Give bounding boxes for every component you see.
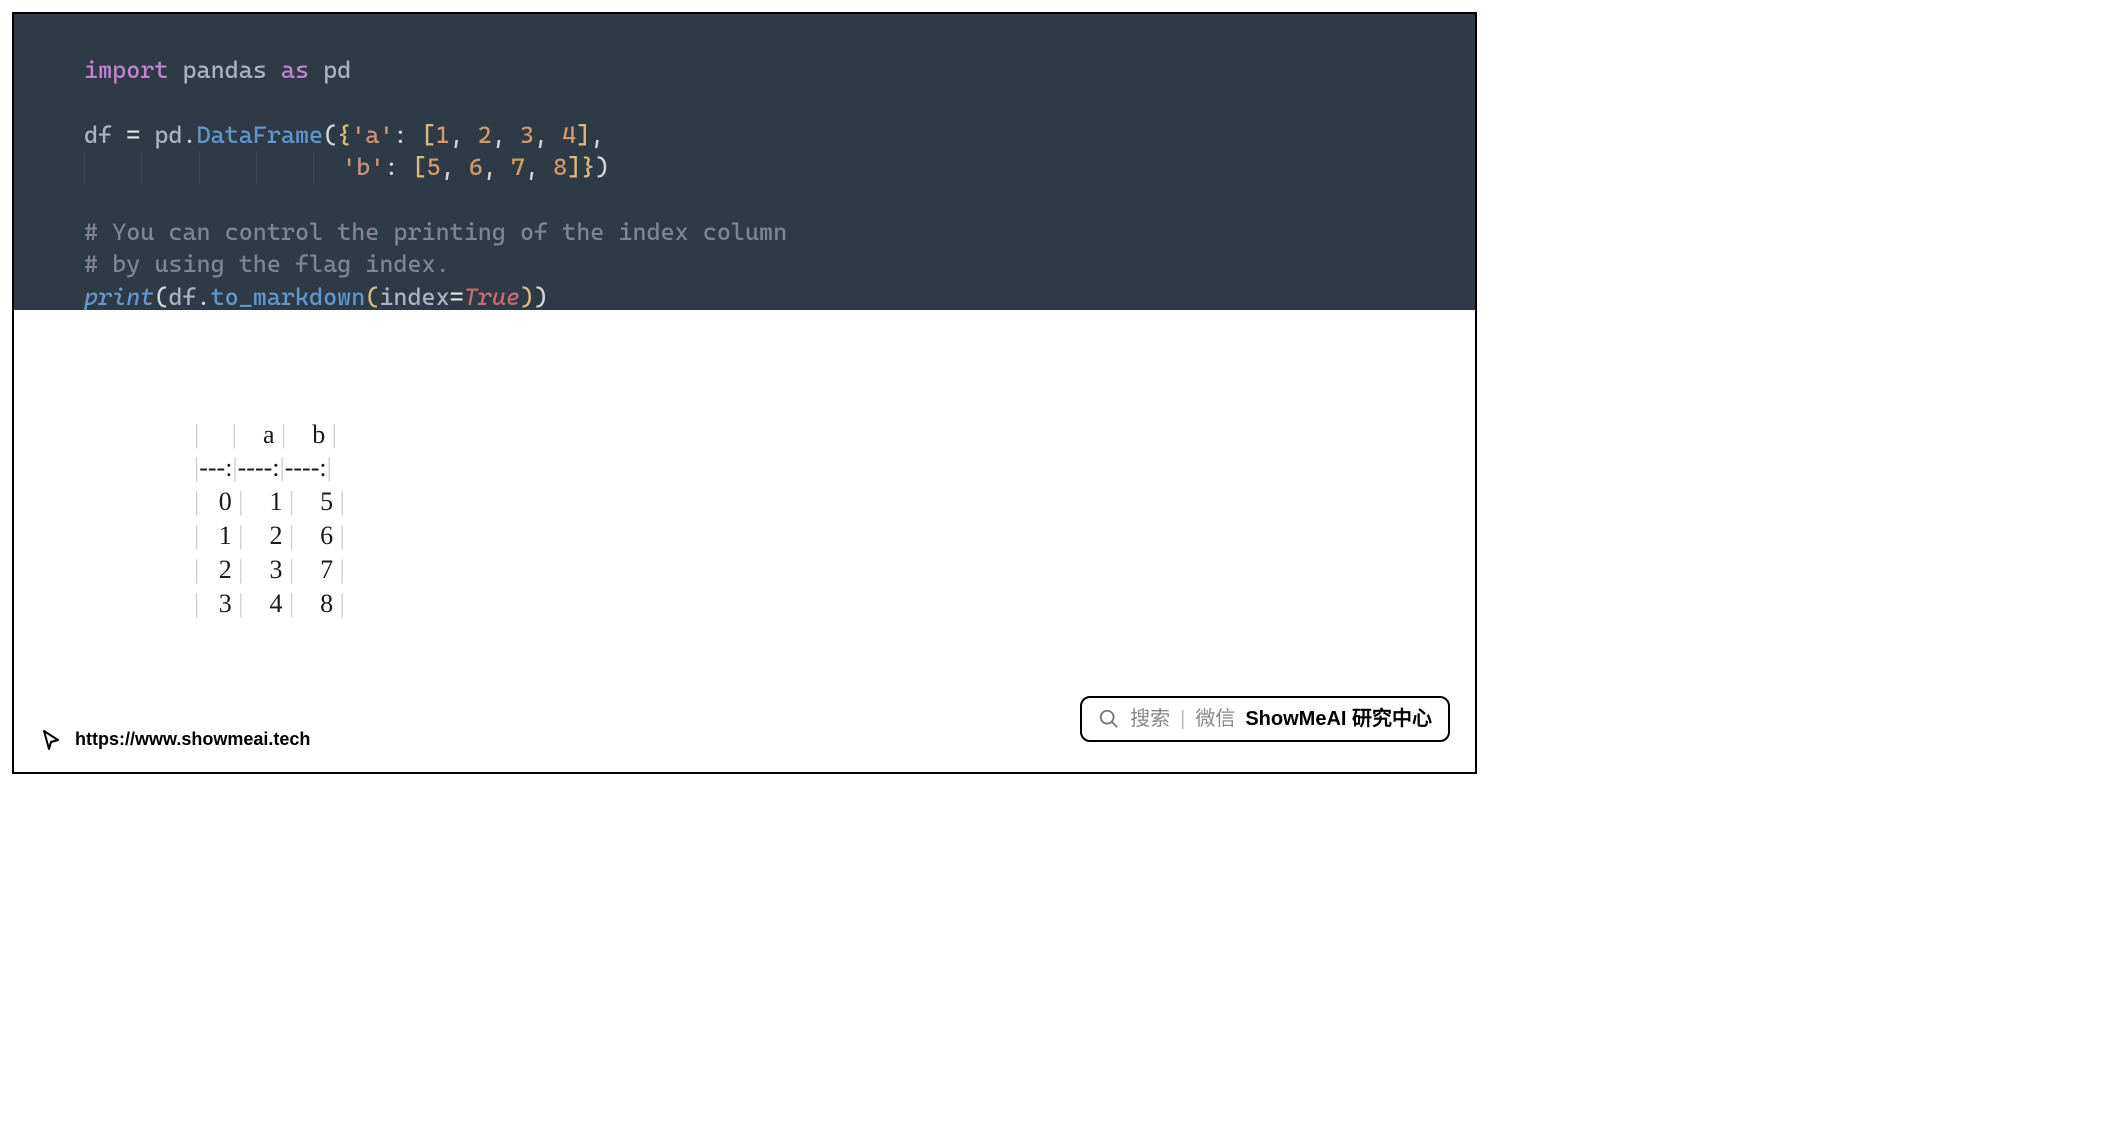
cursor-icon: [39, 728, 63, 752]
output-panel: | | a | b | |---:|----:|----:| | 0 | 1 |…: [14, 310, 1475, 772]
brand-label: ShowMeAI 研究中心: [1245, 706, 1432, 732]
search-icon: [1098, 708, 1120, 730]
app-frame: import pandas as pd df = pd.DataFrame({'…: [12, 12, 1477, 774]
pill-divider: |: [1180, 706, 1185, 732]
wechat-label: 微信: [1195, 706, 1235, 732]
footer-url: https://www.showmeai.tech: [75, 728, 310, 751]
search-label: 搜索: [1130, 706, 1170, 732]
footer-link[interactable]: https://www.showmeai.tech: [39, 728, 310, 752]
code-editor: import pandas as pd df = pd.DataFrame({'…: [14, 14, 1475, 310]
markdown-table-output: | | a | b | |---:|----:|----:| | 0 | 1 |…: [194, 418, 1475, 621]
search-pill[interactable]: 搜索 | 微信 ShowMeAI 研究中心: [1080, 696, 1450, 742]
